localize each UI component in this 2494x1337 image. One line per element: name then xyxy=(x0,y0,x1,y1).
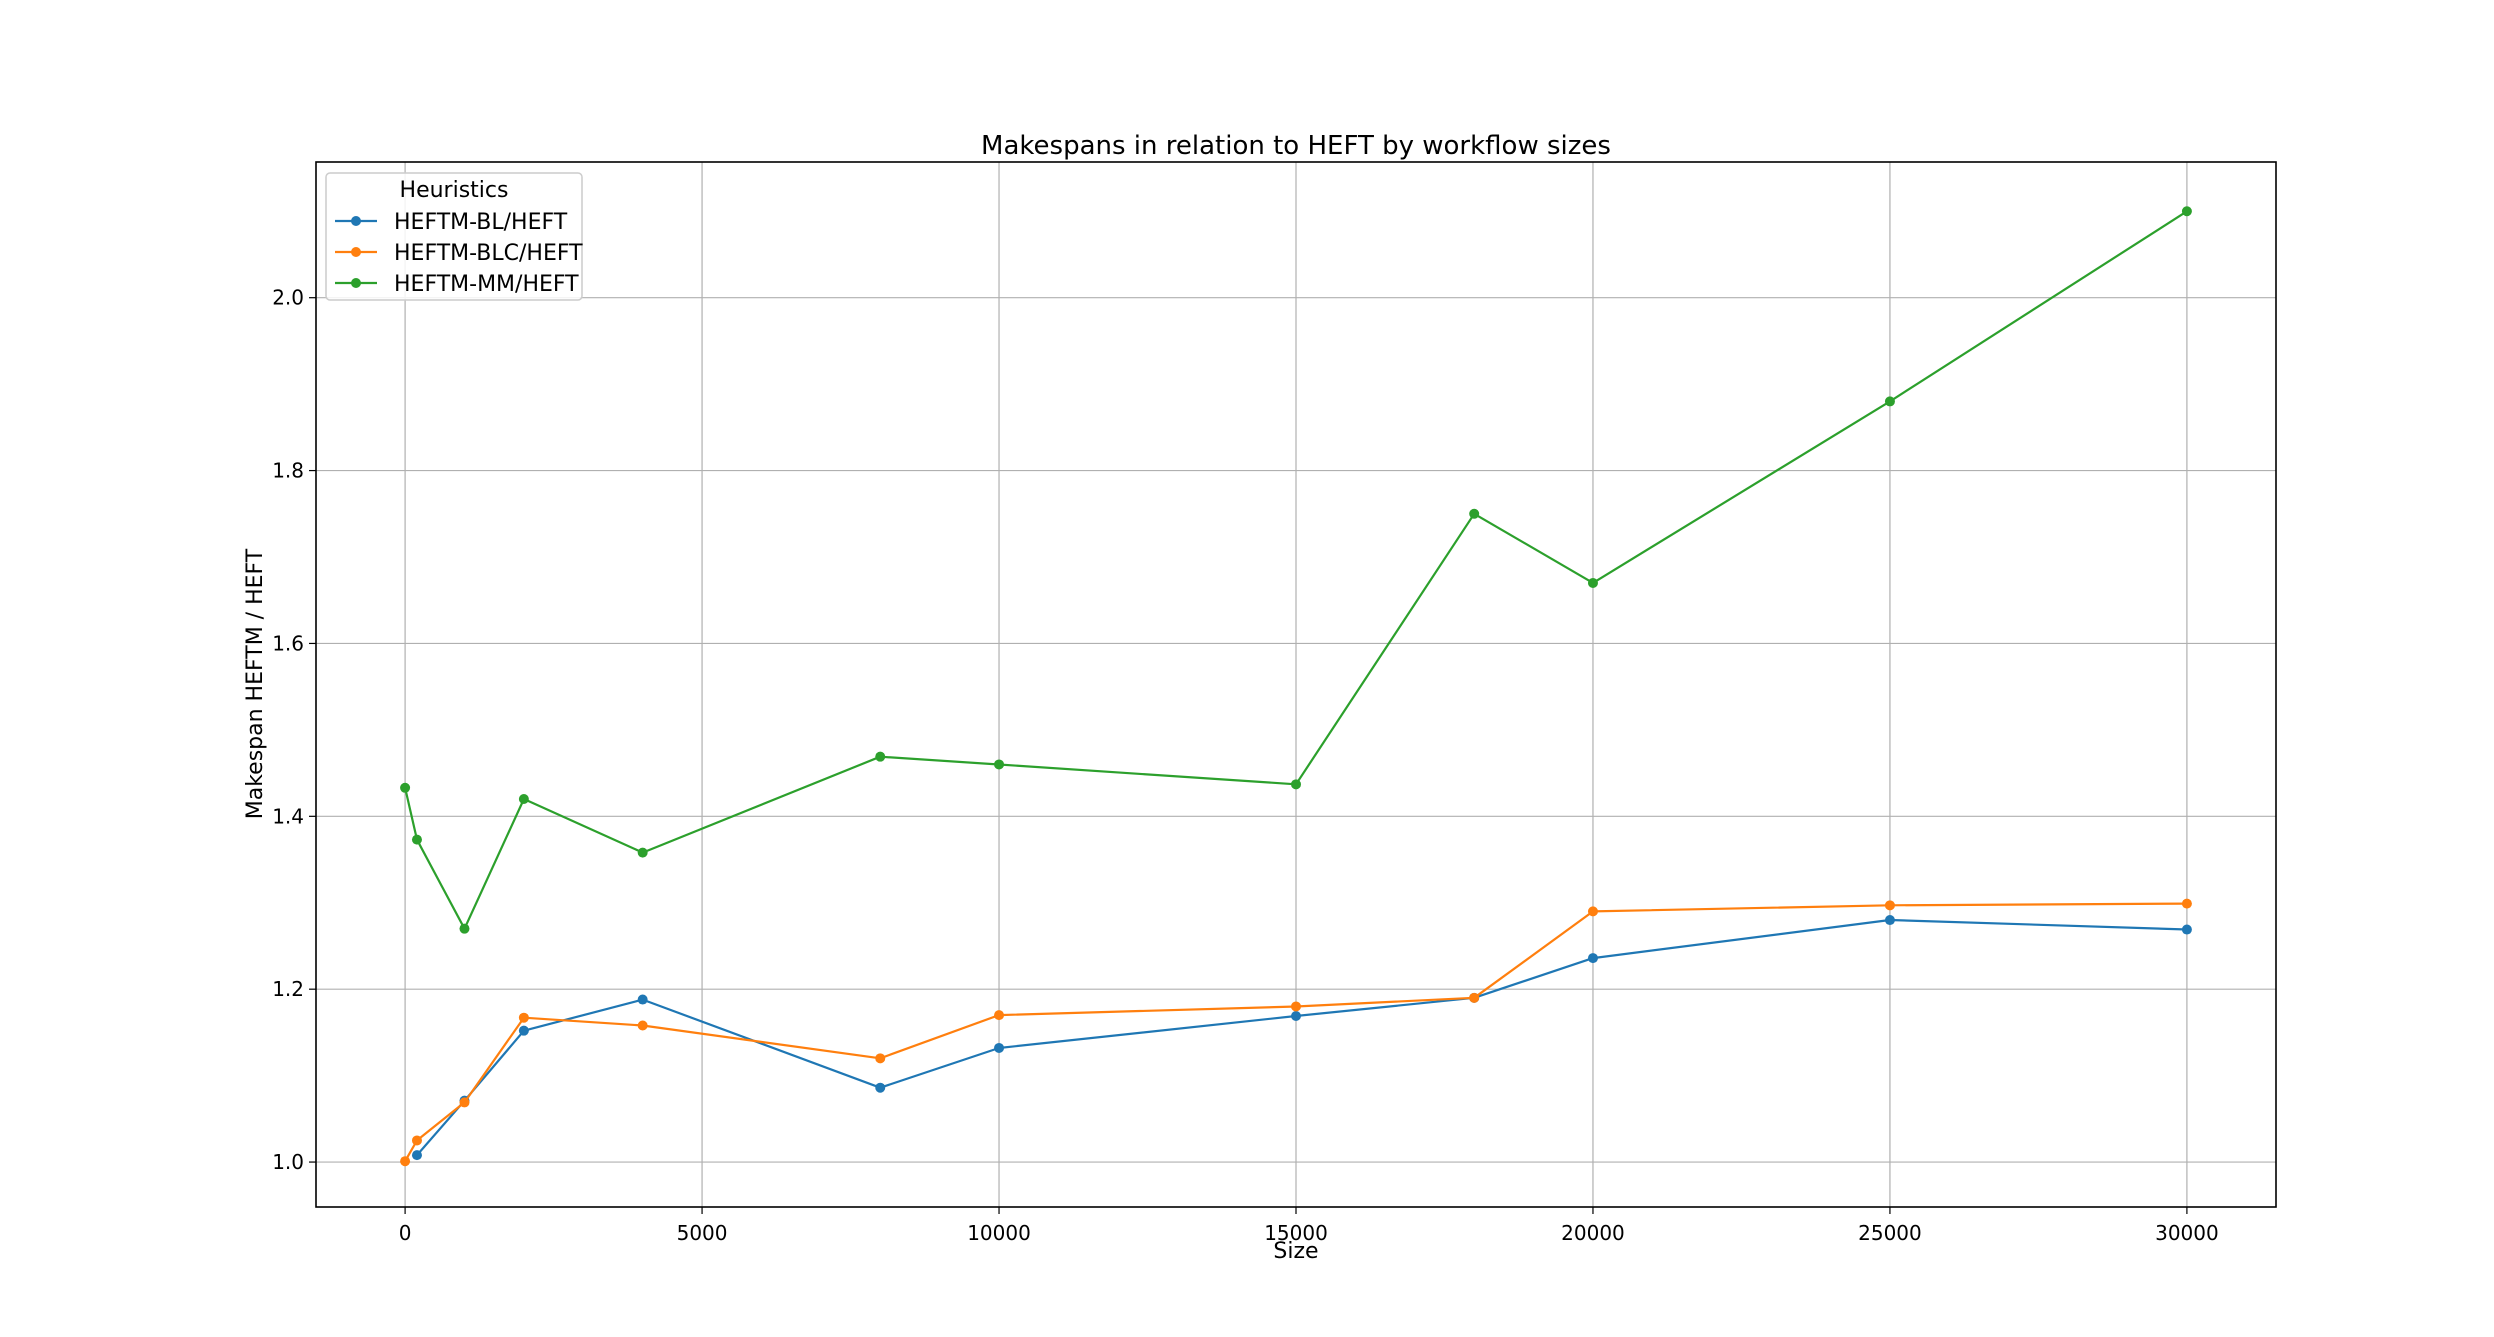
legend-box xyxy=(325,172,583,301)
y-tick-label: 1.4 xyxy=(272,804,304,828)
x-tick-label: 30000 xyxy=(2155,1221,2219,1245)
data-point-heftm-mm-heft xyxy=(2181,206,2192,217)
legend-marker-heftm-mm-heft xyxy=(351,278,361,288)
data-point-heftm-mm-heft xyxy=(994,759,1005,770)
data-point-heftm-mm-heft xyxy=(459,923,470,934)
data-point-heftm-blc-heft xyxy=(400,1156,411,1167)
y-axis-label: Makespan HEFTM / HEFT xyxy=(243,548,268,819)
y-tick-label: 1.2 xyxy=(272,977,304,1001)
data-point-heftm-blc-heft xyxy=(518,1012,529,1023)
data-point-heftm-blc-heft xyxy=(1587,906,1598,917)
data-point-heftm-bl-heft xyxy=(1884,915,1895,926)
data-point-heftm-bl-heft xyxy=(518,1025,529,1036)
data-point-heftm-blc-heft xyxy=(875,1053,886,1064)
data-point-heftm-blc-heft xyxy=(411,1135,422,1146)
y-tick-label: 1.0 xyxy=(272,1150,304,1174)
legend-label-heftm-blc-heft: HEFTM-BLC/HEFT xyxy=(394,241,583,266)
data-point-heftm-mm-heft xyxy=(637,847,648,858)
y-tick-label: 1.8 xyxy=(272,459,304,483)
legend-marker-heftm-bl-heft xyxy=(351,216,361,226)
data-point-heftm-mm-heft xyxy=(518,794,529,805)
legend-label-heftm-mm-heft: HEFTM-MM/HEFT xyxy=(394,272,579,297)
data-point-heftm-mm-heft xyxy=(1587,577,1598,588)
data-point-heftm-bl-heft xyxy=(994,1042,1005,1053)
x-axis-label: Size xyxy=(1273,1239,1318,1264)
data-point-heftm-blc-heft xyxy=(459,1097,470,1108)
y-tick-label: 2.0 xyxy=(272,286,304,310)
data-point-heftm-bl-heft xyxy=(637,994,648,1005)
data-point-heftm-blc-heft xyxy=(637,1020,648,1031)
legend-entries: HEFTM-BL/HEFT HEFTM-BLC/HEFT HEFTM-MM/HEFT xyxy=(335,210,583,297)
series-line-heftm-mm-heft xyxy=(404,210,2188,930)
legend-marker-heftm-blc-heft xyxy=(351,247,361,257)
legend-label-heftm-bl-heft: HEFTM-BL/HEFT xyxy=(394,210,568,235)
chart-title: Makespans in relation to HEFT by workflo… xyxy=(981,131,1611,161)
data-point-heftm-blc-heft xyxy=(1291,1001,1301,1012)
ticks: 0 5000 10000 15000 20000 25000 30000 1.0 1.2 1.4 1… xyxy=(272,286,2219,1245)
data-point-heftm-mm-heft xyxy=(875,751,886,762)
x-tick-label: 5000 xyxy=(677,1221,728,1245)
x-tick-label: 0 xyxy=(399,1221,412,1245)
y-tick-label: 1.6 xyxy=(272,631,304,655)
legend-title: Heuristics xyxy=(400,178,509,203)
grid xyxy=(316,162,2276,1207)
data-point-heftm-mm-heft xyxy=(1291,779,1301,790)
data-point-heftm-bl-heft xyxy=(411,1150,422,1161)
data-point-heftm-bl-heft xyxy=(2181,924,2192,935)
x-tick-label: 25000 xyxy=(1858,1221,1922,1245)
data-point-heftm-blc-heft xyxy=(1884,900,1895,911)
data-point-heftm-blc-heft xyxy=(2181,898,2192,909)
data-point-heftm-mm-heft xyxy=(411,834,422,845)
data-point-heftm-bl-heft xyxy=(1291,1010,1301,1021)
data-point-heftm-mm-heft xyxy=(1469,508,1480,519)
x-tick-label: 15000 xyxy=(1264,1221,1328,1245)
data-point-heftm-bl-heft xyxy=(1587,953,1598,964)
series-layer xyxy=(400,206,2192,1167)
series-line-heftm-blc-heft xyxy=(404,902,2187,1162)
x-tick-label: 10000 xyxy=(967,1221,1031,1245)
data-point-heftm-blc-heft xyxy=(994,1010,1005,1021)
data-point-heftm-blc-heft xyxy=(1469,992,1480,1003)
data-point-heftm-bl-heft xyxy=(875,1082,886,1093)
data-point-heftm-mm-heft xyxy=(400,782,411,793)
data-point-heftm-mm-heft xyxy=(1884,396,1895,407)
legend: Heuristics HEFTM-BL/HEFTHEFTM-BLC/HEFTHE… xyxy=(325,172,583,301)
x-tick-label: 20000 xyxy=(1561,1221,1625,1245)
